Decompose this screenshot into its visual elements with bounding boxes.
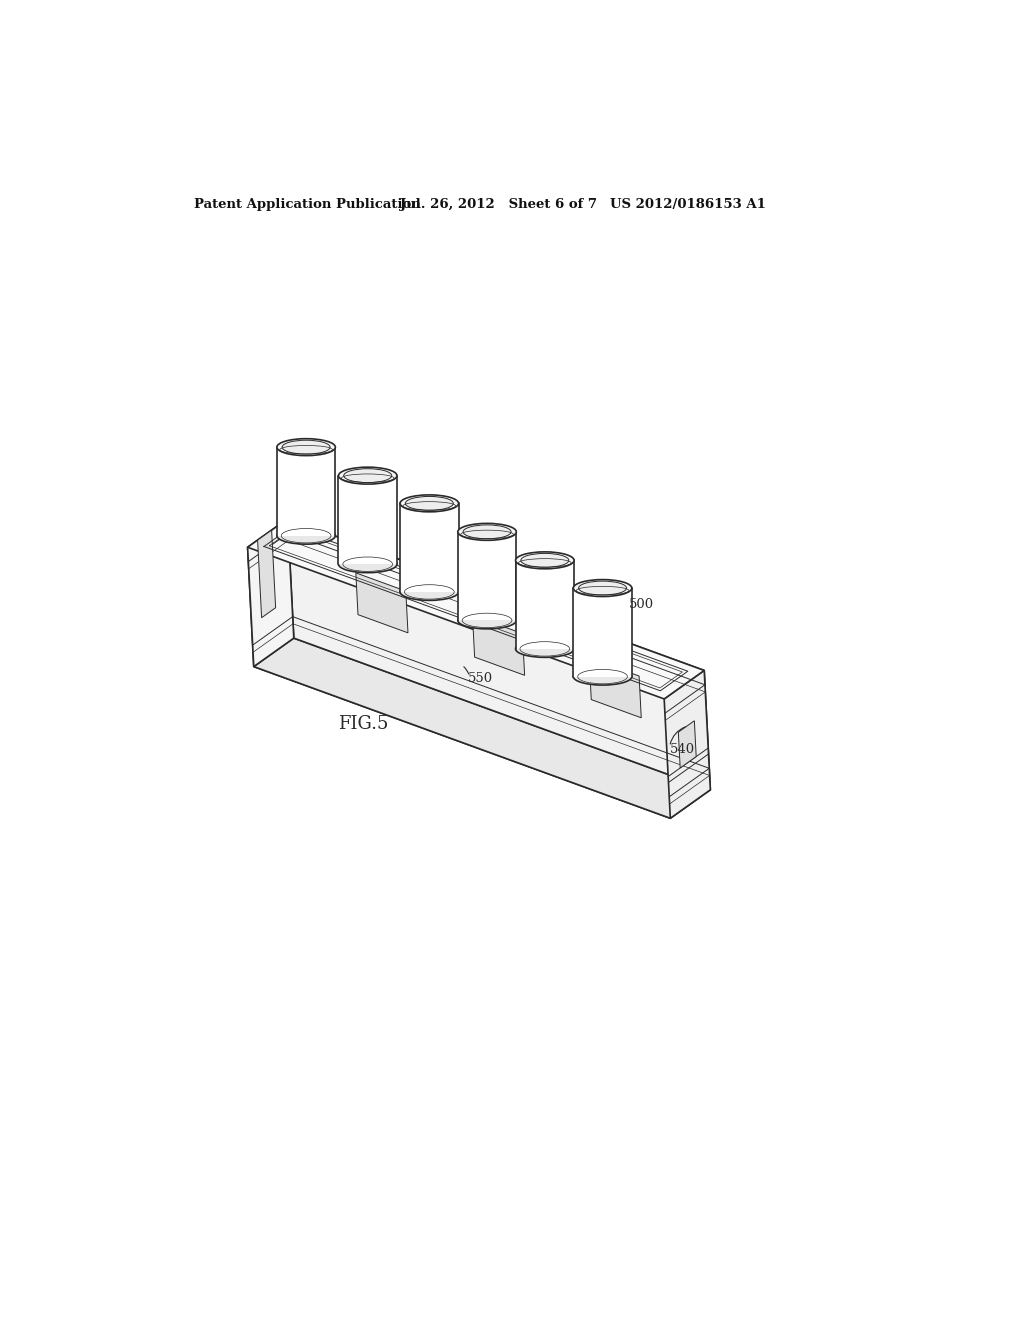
Polygon shape [458, 532, 516, 620]
Ellipse shape [339, 556, 397, 573]
Polygon shape [589, 657, 641, 718]
Ellipse shape [344, 469, 392, 483]
Ellipse shape [458, 524, 516, 540]
Polygon shape [276, 447, 336, 536]
Ellipse shape [283, 440, 330, 454]
Ellipse shape [276, 527, 336, 544]
Ellipse shape [276, 438, 336, 455]
Ellipse shape [400, 495, 459, 512]
Polygon shape [288, 519, 711, 789]
Ellipse shape [458, 612, 516, 628]
Polygon shape [400, 503, 459, 591]
Text: Patent Application Publication: Patent Application Publication [194, 198, 421, 211]
Polygon shape [573, 589, 632, 677]
Polygon shape [355, 573, 408, 632]
Ellipse shape [573, 668, 632, 685]
Polygon shape [665, 671, 711, 818]
Ellipse shape [515, 640, 574, 657]
Polygon shape [339, 475, 397, 564]
Ellipse shape [339, 467, 397, 484]
Polygon shape [258, 531, 275, 618]
Text: 550: 550 [468, 672, 493, 685]
Polygon shape [515, 561, 574, 649]
Ellipse shape [579, 581, 627, 595]
Ellipse shape [463, 525, 511, 539]
Ellipse shape [521, 553, 568, 568]
Polygon shape [248, 519, 294, 667]
Text: 500: 500 [629, 598, 654, 611]
Text: FIG.5: FIG.5 [339, 715, 389, 734]
Ellipse shape [400, 583, 459, 601]
Text: Jul. 26, 2012   Sheet 6 of 7: Jul. 26, 2012 Sheet 6 of 7 [400, 198, 597, 211]
Polygon shape [248, 548, 671, 818]
Polygon shape [248, 519, 705, 700]
Polygon shape [254, 638, 711, 818]
Polygon shape [678, 721, 696, 768]
Ellipse shape [406, 496, 454, 511]
Polygon shape [472, 615, 524, 676]
Text: 540: 540 [670, 743, 694, 756]
Ellipse shape [515, 552, 574, 569]
Text: US 2012/0186153 A1: US 2012/0186153 A1 [609, 198, 765, 211]
Ellipse shape [573, 579, 632, 597]
